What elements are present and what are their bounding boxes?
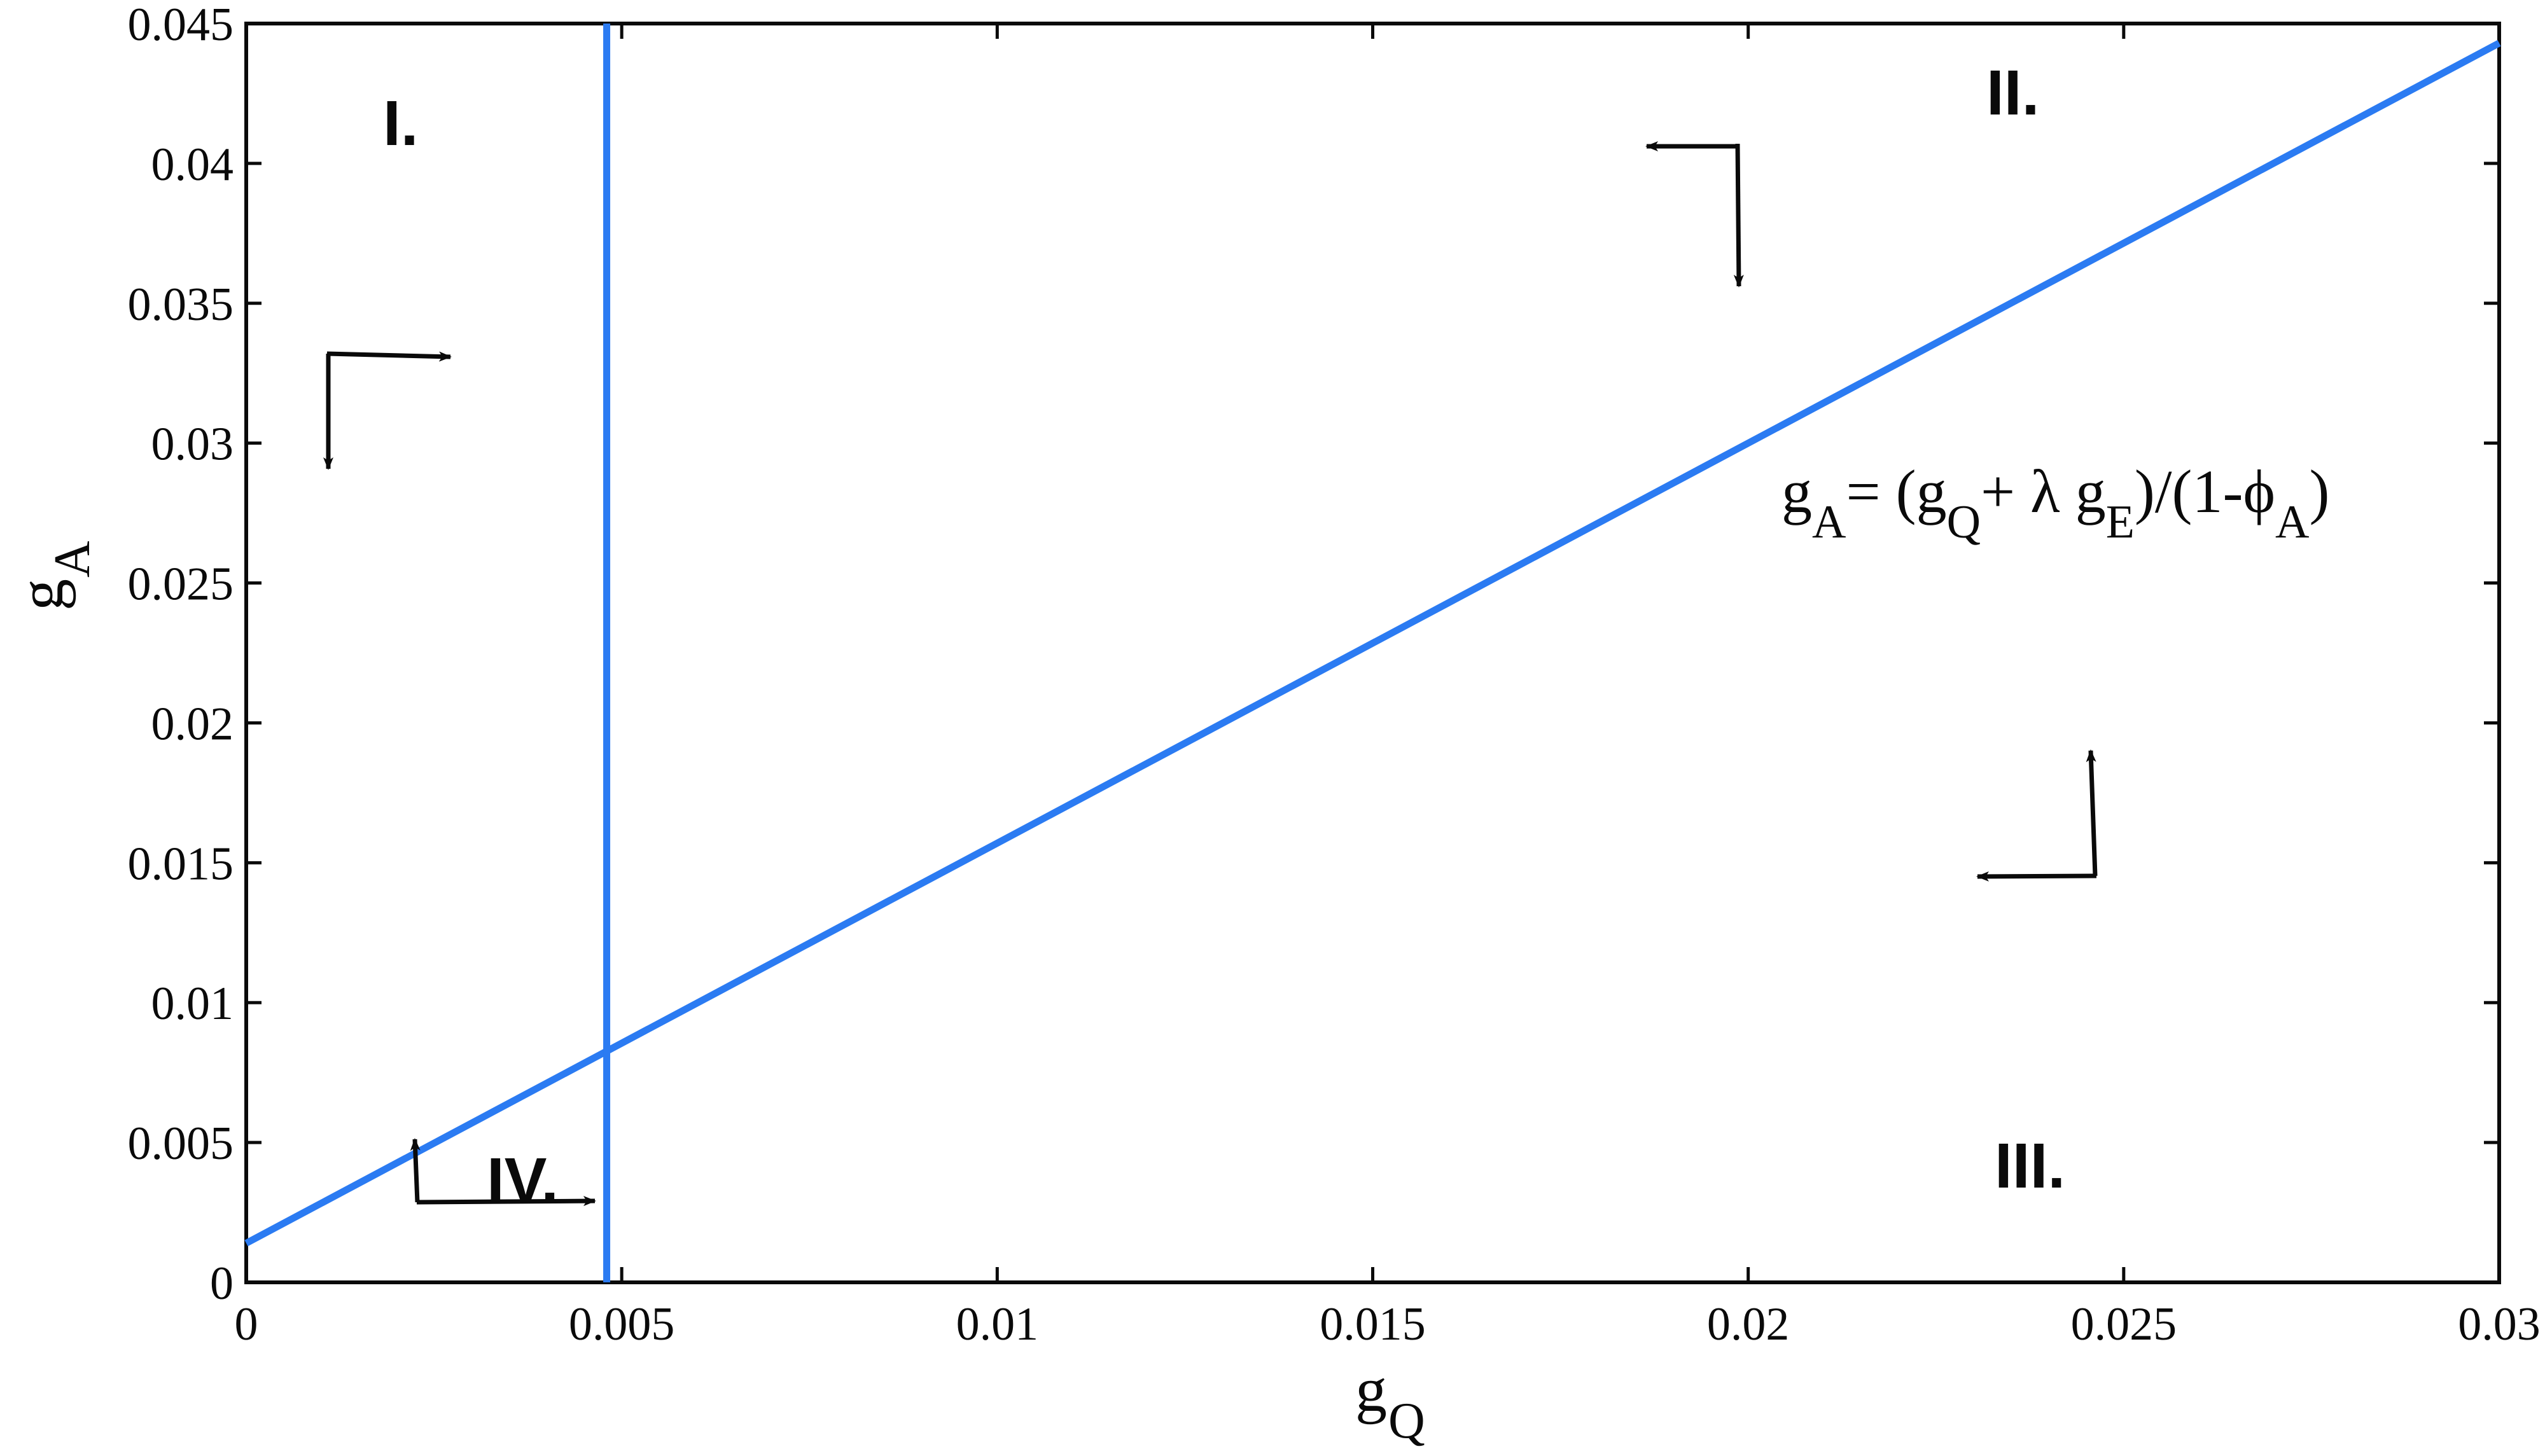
x-axis-ticks [244,24,2501,1282]
x-tick-label: 0.03 [2458,1298,2541,1350]
x-tick-label: 0.015 [1320,1298,1426,1350]
y-tick-label: 0.01 [151,978,234,1030]
y-axis-title: gA [6,541,101,611]
region-label-4: IV. [487,1145,559,1216]
nullcline-equation: gA= (gQ+ λ gE)/(1-ϕA) [1782,457,2329,548]
y-tick-label: 0 [210,1258,234,1310]
x-tick-label: 0.02 [1707,1298,1790,1350]
y-tick-label: 0.015 [128,838,234,890]
direction-arrows-region-1 [323,351,452,470]
direction-arrows-region-3 [1976,749,2098,882]
y-tick-label: 0.02 [151,698,234,750]
x-tick-label: 0 [235,1298,258,1350]
y-tick-label: 0.03 [151,419,234,471]
arrow-left-icon [1976,871,2097,882]
y-tick-label: 0.035 [128,279,234,331]
y-tick-label: 0.04 [151,139,234,191]
arrow-down-icon [1733,143,1744,288]
x-axis-title: gQ [1355,1354,1425,1449]
arrow-right-icon [416,1196,596,1207]
region-label-3: III. [1995,1130,2065,1202]
y-tick-label: 0.045 [128,0,234,51]
x-tick-labels: 0 0.005 0.01 0.015 0.02 0.025 0.03 [235,1298,2541,1350]
region-label-2: II. [1986,57,2039,128]
x-tick-label: 0.005 [569,1298,675,1350]
plot-frame [244,22,2501,1284]
region-label-1: I. [383,88,419,159]
y-tick-label: 0.025 [128,558,234,611]
y-tick-labels: 0 0.005 0.01 0.015 0.02 0.025 0.03 0.035 0.04 0.0… [128,0,234,1310]
arrow-up-icon [2086,749,2098,877]
y-tick-label: 0.005 [128,1118,234,1170]
arrow-right-icon [326,351,452,362]
arrow-up-icon [410,1138,421,1203]
x-tick-label: 0.01 [956,1298,1039,1350]
y-axis-ticks [246,22,2499,1284]
sloped-nullcline [244,39,2501,1247]
x-tick-label: 0.025 [2071,1298,2177,1350]
direction-arrows-region-4 [410,1138,596,1207]
direction-arrows-region-2 [1645,141,1744,288]
